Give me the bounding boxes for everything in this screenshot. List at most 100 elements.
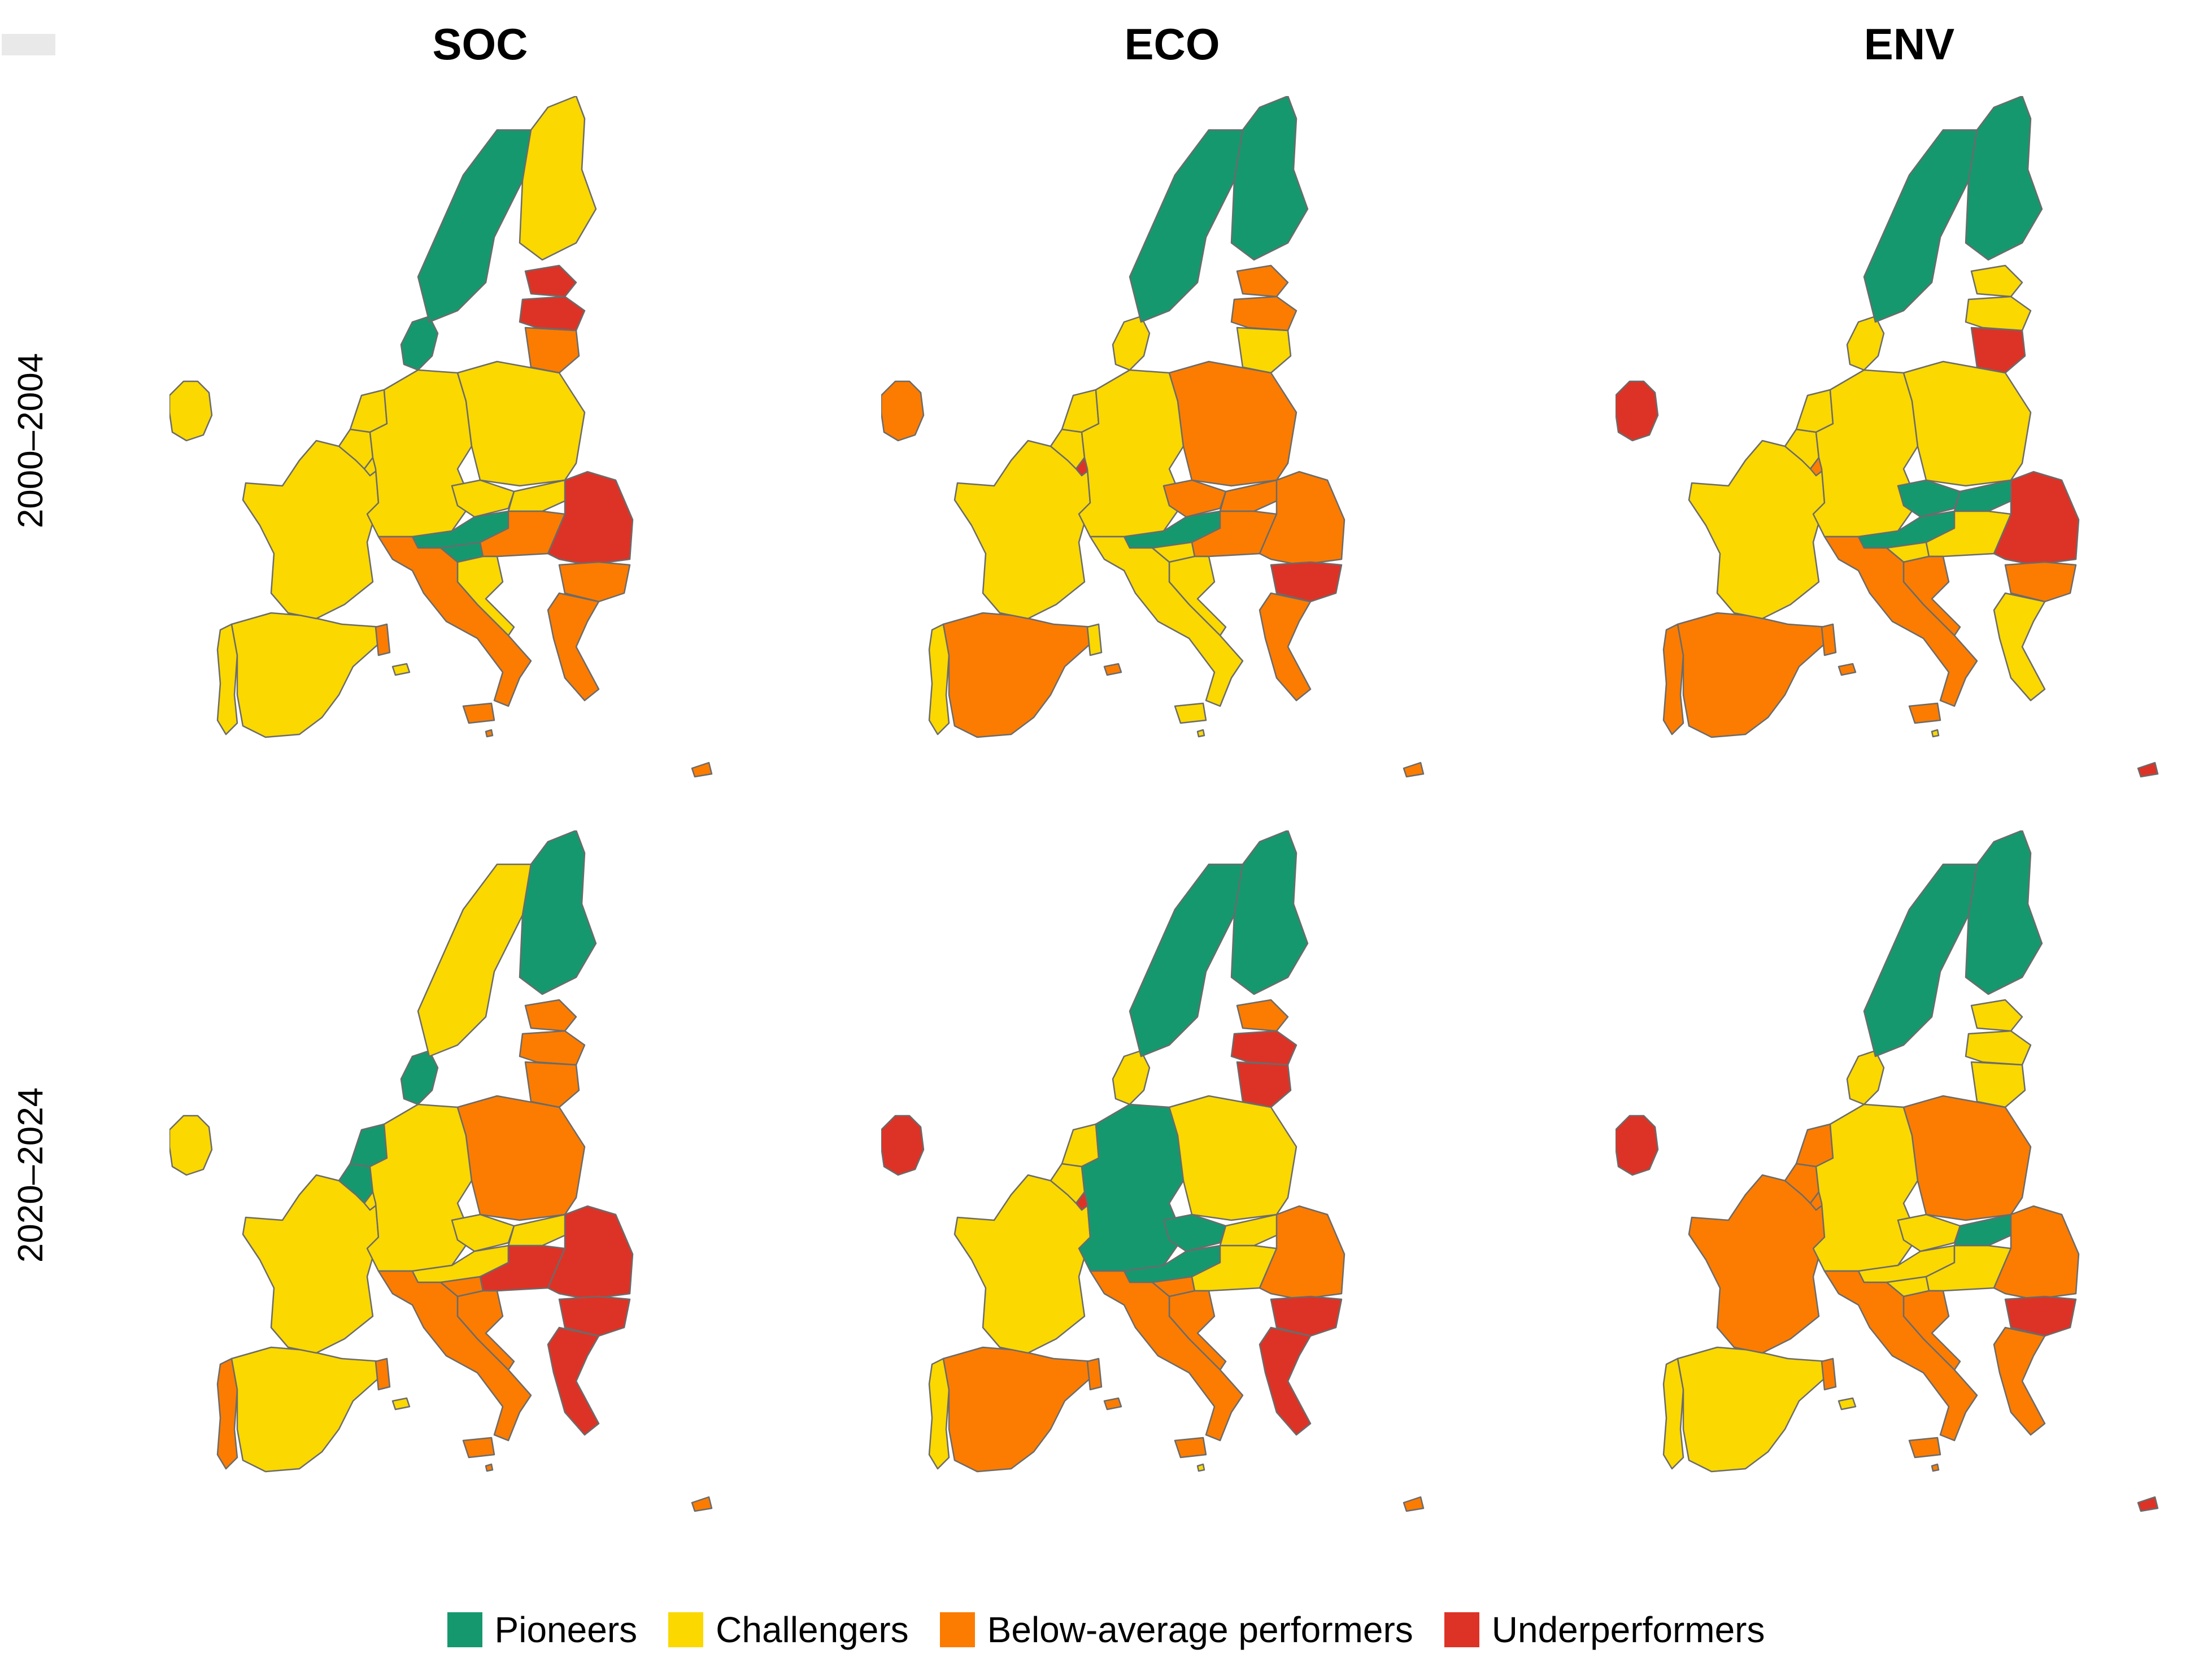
- map-svg: [169, 830, 713, 1512]
- row-label-2020-2024: 2020–2024: [11, 1087, 50, 1263]
- country-mt: [485, 1463, 494, 1472]
- country-bg: [1270, 561, 1343, 603]
- country-bg: [2004, 561, 2077, 603]
- legend-label-below-average: Below-average performers: [987, 1609, 1413, 1650]
- country-fr: [242, 439, 380, 620]
- country-dk: [400, 315, 439, 371]
- legend-swatch-pioneers: [447, 1612, 482, 1647]
- map-eco-2020-2024: [881, 830, 1503, 1559]
- country-bg: [558, 561, 631, 603]
- legend-item-pioneers: Pioneers: [447, 1610, 637, 1650]
- corner-tag: [2, 34, 55, 55]
- row-label-2000-2004: 2000–2004: [11, 353, 50, 529]
- country-it: [1821, 1270, 1978, 1459]
- country-ro: [547, 471, 634, 566]
- country-ee: [524, 999, 577, 1032]
- country-cz: [451, 1213, 515, 1252]
- map-soc-2000-2004: [169, 96, 791, 825]
- country-sk: [507, 1213, 574, 1247]
- country-cz: [1897, 479, 1961, 518]
- country-fr: [1688, 1174, 1826, 1354]
- country-ie: [1616, 380, 1659, 442]
- map-svg: [881, 96, 1425, 778]
- country-es: [230, 1346, 411, 1473]
- country-ie: [1616, 1115, 1659, 1176]
- country-gr: [1993, 592, 2046, 702]
- legend-label-underperformers: Underperformers: [1491, 1609, 1765, 1650]
- map-svg: [1616, 96, 2159, 778]
- country-ro: [1259, 471, 1346, 566]
- country-dk: [1846, 315, 1885, 371]
- country-ee: [1970, 264, 2023, 298]
- map-svg: [881, 830, 1425, 1512]
- country-mt: [1931, 729, 1940, 738]
- country-mt: [1931, 1463, 1940, 1472]
- country-lv: [519, 1030, 586, 1066]
- country-it: [375, 536, 532, 724]
- country-fi: [1965, 830, 2043, 995]
- country-pl: [1168, 360, 1297, 487]
- country-bg: [1270, 1295, 1343, 1337]
- country-ro: [1993, 1205, 2080, 1300]
- country-fr: [242, 1174, 380, 1354]
- country-cy: [2137, 761, 2159, 778]
- country-lt: [1236, 327, 1292, 374]
- country-it: [375, 1270, 532, 1459]
- country-cz: [1162, 479, 1227, 518]
- country-cz: [1162, 1213, 1227, 1252]
- country-fi: [1230, 830, 1309, 995]
- country-fr: [953, 439, 1091, 620]
- legend-label-challengers: Challengers: [716, 1609, 909, 1650]
- country-mt: [485, 729, 494, 738]
- country-sk: [1953, 479, 2021, 512]
- country-ie: [881, 1115, 925, 1176]
- country-gr: [547, 1326, 600, 1436]
- map-eco-2000-2004: [881, 96, 1503, 825]
- country-sk: [507, 479, 574, 512]
- country-pl: [456, 360, 586, 487]
- country-ro: [1993, 471, 2080, 566]
- country-cz: [1897, 1213, 1961, 1252]
- column-title-env: ENV: [1863, 19, 1955, 69]
- country-ie: [169, 380, 213, 442]
- country-dk: [1112, 1050, 1151, 1106]
- country-bg: [558, 1295, 631, 1337]
- country-lv: [1965, 1030, 2032, 1066]
- country-pl: [456, 1095, 586, 1221]
- country-lv: [1230, 295, 1297, 332]
- country-lt: [1970, 327, 2026, 374]
- country-fi: [1965, 96, 2043, 261]
- country-gr: [1259, 1326, 1312, 1436]
- country-pl: [1902, 1095, 2032, 1221]
- country-bg: [2004, 1295, 2077, 1337]
- country-se: [417, 863, 532, 1058]
- country-ie: [169, 1115, 213, 1176]
- country-cz: [451, 479, 515, 518]
- legend-item-underperformers: Underperformers: [1444, 1610, 1765, 1650]
- country-ro: [547, 1205, 634, 1300]
- country-se: [1129, 129, 1244, 323]
- country-cy: [691, 1496, 713, 1512]
- country-ee: [1236, 264, 1289, 298]
- country-se: [1863, 863, 1978, 1058]
- country-lt: [524, 327, 580, 374]
- map-svg: [169, 96, 713, 778]
- column-title-eco: ECO: [1124, 19, 1220, 69]
- country-lv: [1230, 1030, 1297, 1066]
- country-lv: [1965, 295, 2032, 332]
- country-pl: [1902, 360, 2032, 487]
- country-fi: [519, 96, 597, 261]
- country-se: [417, 129, 532, 323]
- country-cy: [1403, 761, 1425, 778]
- country-lv: [519, 295, 586, 332]
- country-dk: [1846, 1050, 1885, 1106]
- country-sk: [1219, 479, 1286, 512]
- country-fr: [1688, 439, 1826, 620]
- country-se: [1129, 863, 1244, 1058]
- country-lt: [1236, 1061, 1292, 1108]
- country-it: [1821, 536, 1978, 724]
- map-soc-2020-2024: [169, 830, 791, 1559]
- country-pl: [1168, 1095, 1297, 1221]
- country-dk: [400, 1050, 439, 1106]
- country-cy: [691, 761, 713, 778]
